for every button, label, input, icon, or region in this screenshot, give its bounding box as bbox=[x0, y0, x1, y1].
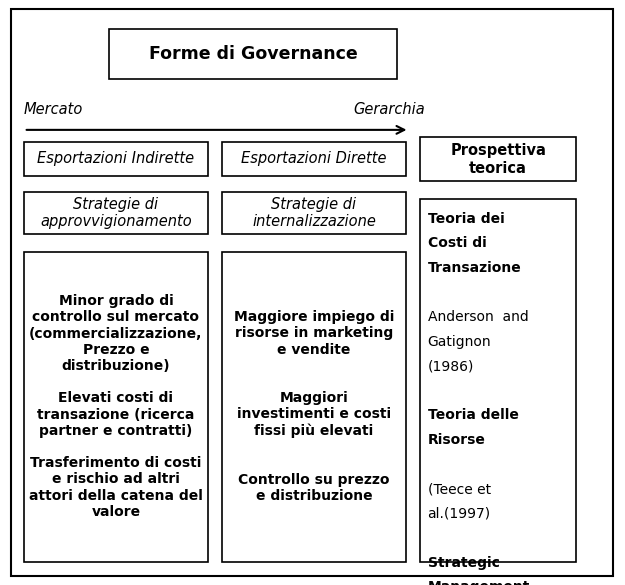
Text: Maggiore impiego di
risorse in marketing
e vendite


Maggiori
investimenti e cos: Maggiore impiego di risorse in marketing… bbox=[234, 310, 394, 503]
FancyBboxPatch shape bbox=[420, 199, 576, 562]
Text: Strategic: Strategic bbox=[428, 556, 499, 570]
Text: Strategie di
internalizzazione: Strategie di internalizzazione bbox=[252, 197, 376, 229]
Text: al.(1997): al.(1997) bbox=[428, 507, 491, 521]
Text: Esportazioni Dirette: Esportazioni Dirette bbox=[241, 151, 387, 166]
Text: Management: Management bbox=[428, 580, 530, 585]
Text: Forme di Governance: Forme di Governance bbox=[149, 45, 358, 63]
FancyBboxPatch shape bbox=[222, 192, 406, 234]
Text: (1986): (1986) bbox=[428, 359, 474, 373]
FancyBboxPatch shape bbox=[222, 142, 406, 176]
Text: Teoria delle: Teoria delle bbox=[428, 408, 518, 422]
Text: Strategie di
approvvigionamento: Strategie di approvvigionamento bbox=[40, 197, 192, 229]
FancyBboxPatch shape bbox=[24, 192, 208, 234]
Text: (Teece et: (Teece et bbox=[428, 482, 491, 496]
Text: Gatignon: Gatignon bbox=[428, 335, 491, 349]
FancyBboxPatch shape bbox=[11, 9, 612, 576]
Text: Costi di: Costi di bbox=[428, 236, 486, 250]
Text: Transazione: Transazione bbox=[428, 261, 521, 275]
FancyBboxPatch shape bbox=[420, 137, 576, 181]
Text: Minor grado di
controllo sul mercato
(commercializzazione,
Prezzo e
distribuzion: Minor grado di controllo sul mercato (co… bbox=[29, 294, 203, 519]
Text: Anderson  and: Anderson and bbox=[428, 310, 528, 324]
Text: Gerarchia: Gerarchia bbox=[353, 102, 425, 117]
Text: Prospettiva
teorica: Prospettiva teorica bbox=[450, 143, 546, 176]
FancyBboxPatch shape bbox=[24, 252, 208, 562]
Text: Risorse: Risorse bbox=[428, 433, 486, 447]
FancyBboxPatch shape bbox=[24, 142, 208, 176]
Text: Esportazioni Indirette: Esportazioni Indirette bbox=[38, 151, 194, 166]
Text: Teoria dei: Teoria dei bbox=[428, 212, 504, 226]
Text: Mercato: Mercato bbox=[24, 102, 83, 117]
FancyBboxPatch shape bbox=[109, 29, 397, 79]
FancyBboxPatch shape bbox=[222, 252, 406, 562]
